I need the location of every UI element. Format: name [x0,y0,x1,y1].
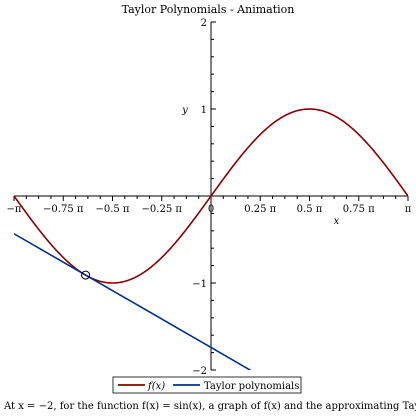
x-tick-label: π [405,204,412,215]
chart-title: Taylor Polynomials - Animation [122,3,295,16]
x-tick-label: 0.25 π [244,204,276,215]
y-tick-label: 1 [201,105,207,116]
legend-box [112,376,302,394]
y-axis-title: y [181,105,188,116]
series-taylor-line [14,233,252,370]
legend-label-taylor: Taylor polynomials [204,381,299,392]
legend-label-f: f(x) [147,381,165,392]
y-tick-label: −1 [192,279,207,290]
x-tick-label: 0 [208,204,214,215]
series-layer [14,108,408,370]
x-tick-label: −0.5 π [95,204,129,215]
y-tick-label: 2 [201,18,207,29]
x-tick-label: −0.75 π [43,204,84,215]
legend: f(x) Taylor polynomials [112,376,302,394]
x-tick-label: −0.25 π [142,204,183,215]
x-tick-label: 0.5 π [297,204,323,215]
y-tick-label: −2 [192,366,207,377]
x-tick-label: 0.75 π [343,204,375,215]
x-axis-title: x [334,216,340,227]
x-tick-label: −π [7,204,22,215]
axes: −π −0.75 π −0.5 π −0.25 π 0 0.25 π 0.5 π 0.75 π… [7,18,412,377]
expansion-point-marker [81,270,91,280]
caption-text: At x = −2, for the function f(x) = sin(x… [4,401,416,412]
